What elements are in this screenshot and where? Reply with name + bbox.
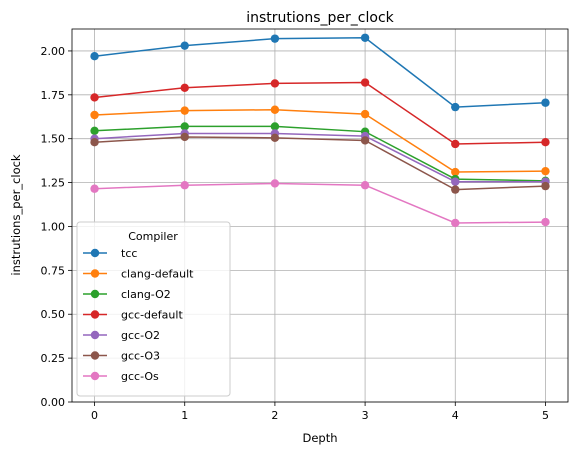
legend-box — [76, 221, 231, 397]
data-point — [451, 185, 460, 194]
data-point — [541, 138, 550, 147]
data-point — [90, 110, 99, 120]
y-tick-label: 0.75 — [41, 264, 66, 277]
data-point — [90, 93, 99, 102]
y-tick-label: 0.25 — [41, 352, 66, 365]
data-point — [451, 218, 460, 228]
legend-title: Compiler — [128, 230, 178, 243]
data-point — [541, 166, 550, 176]
y-tick-label: 1.25 — [41, 177, 66, 190]
data-point — [360, 136, 370, 145]
data-point — [541, 98, 550, 107]
series-gcc-O3 — [90, 132, 550, 194]
series-lines — [90, 33, 550, 228]
legend-item: gcc-Os — [83, 370, 159, 383]
series-line — [94, 37, 546, 108]
x-axis-ticks: 0 1 2 3 4 5 — [91, 402, 549, 422]
data-point — [180, 181, 189, 190]
data-point — [180, 83, 189, 93]
data-point — [270, 105, 280, 114]
data-point — [451, 102, 460, 112]
data-point — [270, 79, 280, 88]
data-point — [541, 217, 550, 227]
legend-label: gcc-Os — [121, 370, 159, 383]
legend-label: tcc — [121, 247, 137, 260]
legend-label: gcc-default — [121, 309, 183, 322]
data-point — [451, 167, 460, 177]
data-point — [180, 132, 189, 142]
series-clang-O2 — [90, 122, 550, 186]
x-tick-label: 4 — [452, 409, 459, 422]
legend-item: tcc — [83, 247, 137, 260]
data-point — [180, 122, 189, 131]
legend-label: gcc-O2 — [121, 329, 160, 342]
series-line — [94, 81, 546, 145]
series-gcc-Os — [90, 179, 550, 228]
series-tcc — [90, 33, 550, 112]
data-point — [270, 179, 280, 188]
data-point — [360, 33, 370, 42]
data-point — [360, 181, 370, 190]
data-point — [270, 34, 280, 43]
legend: Compiler tcc clang-default clang-O2 gcc-def… — [76, 221, 231, 397]
x-tick-label: 3 — [362, 409, 369, 422]
legend-item: gcc-default — [83, 309, 183, 322]
y-tick-label: 1.00 — [41, 220, 66, 233]
y-axis-ticks: 0.00 0.25 0.50 0.75 1.00 1.25 1.50 1.75 2.00 — [41, 45, 72, 409]
series-line — [94, 125, 546, 182]
data-point — [451, 139, 460, 149]
data-point — [90, 184, 99, 193]
chart-title: instrutions_per_clock — [246, 10, 394, 26]
series-gcc-default — [90, 78, 550, 149]
legend-marker — [90, 289, 100, 299]
series-line — [94, 132, 546, 183]
legend-label: clang-default — [121, 268, 194, 281]
legend-marker — [90, 351, 100, 360]
y-tick-label: 0.00 — [41, 396, 66, 409]
data-point — [360, 109, 370, 119]
data-point — [90, 52, 99, 61]
legend-item: gcc-O3 — [83, 350, 160, 363]
legend-marker — [90, 310, 100, 319]
y-tick-label: 1.50 — [41, 133, 66, 146]
data-point — [360, 78, 370, 87]
x-tick-label: 1 — [181, 409, 188, 422]
legend-label: gcc-O3 — [121, 350, 160, 363]
data-point — [180, 41, 189, 50]
series-line — [94, 182, 546, 224]
legend-item: clang-O2 — [83, 288, 171, 301]
legend-marker — [90, 330, 100, 340]
x-tick-label: 5 — [542, 409, 549, 422]
x-axis-label: Depth — [302, 431, 337, 445]
y-tick-label: 1.75 — [41, 89, 66, 102]
y-tick-label: 0.50 — [41, 308, 66, 321]
series-line — [94, 136, 546, 191]
y-tick-label: 2.00 — [41, 45, 66, 58]
x-tick-label: 0 — [91, 409, 98, 422]
legend-item: clang-default — [83, 268, 194, 281]
x-tick-label: 2 — [271, 409, 278, 422]
data-point — [451, 177, 460, 186]
legend-items: tcc clang-default clang-O2 gcc-default gcc-O… — [83, 247, 194, 383]
legend-marker — [90, 371, 100, 381]
series-clang-default — [90, 105, 550, 177]
data-point — [180, 106, 189, 115]
data-point — [90, 138, 99, 147]
legend-marker — [90, 248, 100, 258]
data-point — [541, 181, 550, 191]
legend-marker — [90, 269, 100, 278]
data-point — [270, 133, 280, 143]
plot-frame — [71, 28, 569, 403]
legend-label: clang-O2 — [121, 288, 171, 301]
legend-item: gcc-O2 — [83, 329, 160, 342]
series-line — [94, 108, 546, 173]
y-axis-label: instrutions_per_clock — [9, 154, 23, 276]
data-point — [90, 126, 99, 136]
data-point — [270, 122, 280, 131]
